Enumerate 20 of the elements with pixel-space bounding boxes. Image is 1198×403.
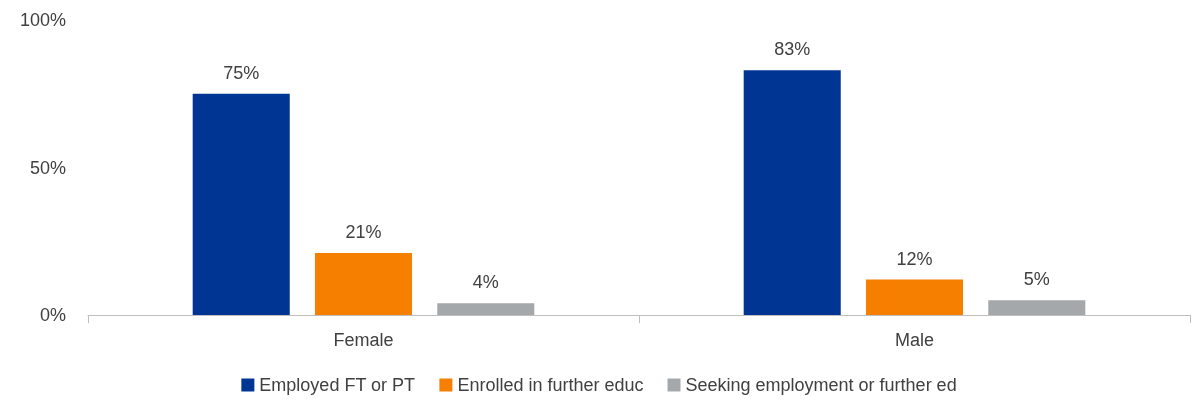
legend-label: Enrolled in further educ xyxy=(457,375,644,395)
legend-label: Employed FT or PT xyxy=(259,375,416,395)
data-label: 83% xyxy=(774,39,811,60)
bar xyxy=(192,93,290,315)
bar xyxy=(437,303,535,315)
data-label: 4% xyxy=(472,272,499,293)
data-label: 5% xyxy=(1023,269,1050,290)
bar xyxy=(743,70,841,315)
y-tick-label: 0% xyxy=(39,305,66,325)
data-label: 21% xyxy=(345,222,382,243)
x-tick-label: Female xyxy=(333,330,394,350)
y-tick-label: 100% xyxy=(19,10,66,30)
y-tick-label: 50% xyxy=(29,157,66,178)
legend-label: Seeking employment or further ed xyxy=(685,375,957,395)
bar xyxy=(988,300,1086,315)
data-label: 75% xyxy=(223,62,260,83)
x-tick-label: Male xyxy=(894,330,935,350)
bar xyxy=(314,253,413,315)
bar xyxy=(865,279,964,315)
data-label: 12% xyxy=(896,248,933,269)
